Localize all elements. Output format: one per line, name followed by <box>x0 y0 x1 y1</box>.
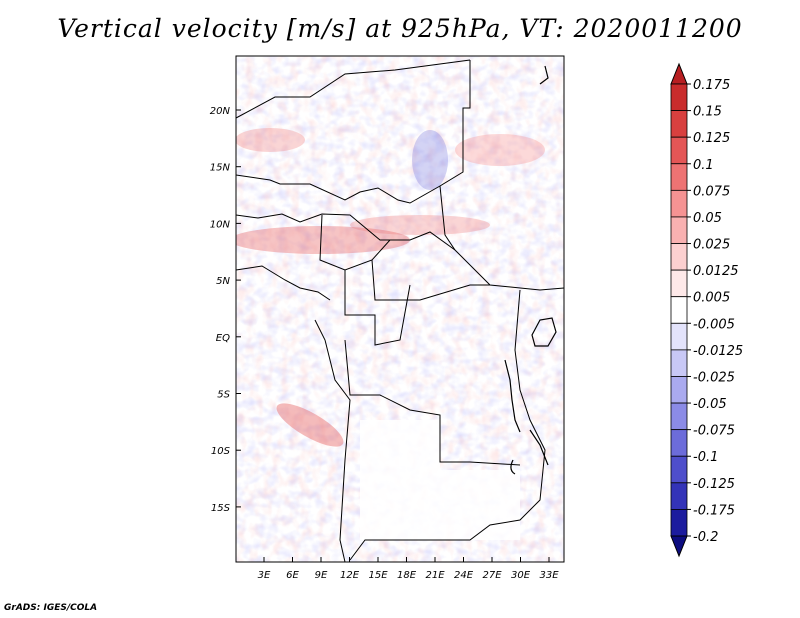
latitude-axis: 20N 15N 10N 5N EQ 5S 10S 15S <box>210 106 241 514</box>
colorbar-label: 0.005 <box>693 291 730 306</box>
colorbar-swatch <box>670 189 688 218</box>
longitude-axis: 3E 6E 9E 12E 15E 18E 21E 24E 27E 30E 33E <box>258 557 559 581</box>
colorbar-label: -0.05 <box>693 397 727 412</box>
colorbar-label: 0.15 <box>693 105 722 120</box>
colorbar-label: 0.0125 <box>693 264 739 279</box>
lat-tick-label: 15S <box>211 503 231 514</box>
colorbar-label: -0.125 <box>693 477 735 492</box>
colorbar-swatch <box>670 376 688 404</box>
lon-tick-label: 18E <box>397 570 417 581</box>
colorbar-label: 0.1 <box>693 158 714 173</box>
colorbar-label: 0.175 <box>693 78 730 93</box>
lon-tick-label: 15E <box>368 570 388 581</box>
lon-tick-label: 30E <box>511 570 531 581</box>
lat-tick-label: 10S <box>211 446 231 457</box>
map-frame <box>235 55 565 563</box>
colorbar-label: -0.025 <box>693 370 735 385</box>
lon-tick-label: 21E <box>425 570 445 581</box>
colorbar-swatch <box>670 110 688 138</box>
colorbar-arrow-top <box>670 62 688 85</box>
colorbar-swatch <box>670 216 688 244</box>
colorbar-label: 0.125 <box>693 131 730 146</box>
colorbar-swatch <box>670 296 688 324</box>
colorbar-label: -0.175 <box>693 503 735 518</box>
colorbar-swatch <box>670 349 688 377</box>
colorbar-swatch <box>670 482 688 510</box>
lon-tick-label: 12E <box>340 570 360 581</box>
lat-tick-label: 15N <box>210 163 231 174</box>
software-credit: GrADS: IGES/COLA <box>4 603 98 613</box>
colorbar-swatch <box>670 269 688 298</box>
colorbar-swatch <box>670 163 688 191</box>
colorbar-label: 0.025 <box>693 238 730 253</box>
colorbar-swatch <box>670 429 688 457</box>
colorbar: 0.175 0.15 0.125 0.1 0.075 0.05 0.025 0.0125 0.0… <box>670 62 743 558</box>
lon-tick-label: 3E <box>258 570 271 581</box>
colorbar-label: 0.075 <box>693 184 730 199</box>
lat-tick-label: 5N <box>216 276 230 287</box>
vertical-velocity-field <box>236 56 564 562</box>
colorbar-label: -0.005 <box>693 317 735 332</box>
lon-tick-label: 24E <box>454 570 474 581</box>
lat-tick-label: 5S <box>217 390 230 401</box>
lon-tick-label: 33E <box>539 570 559 581</box>
colorbar-swatch <box>670 509 688 537</box>
colorbar-label: 0.05 <box>693 211 722 226</box>
lat-tick-label: 10N <box>210 219 231 230</box>
colorbar-swatch <box>670 243 688 271</box>
colorbar-label: -0.0125 <box>693 344 743 359</box>
lon-tick-label: 9E <box>315 570 328 581</box>
lat-tick-label: EQ <box>216 333 230 344</box>
colorbar-label: -0.1 <box>693 450 718 465</box>
colorbar-arrow-bottom <box>670 535 688 558</box>
colorbar-swatch <box>670 455 688 484</box>
lon-tick-label: 27E <box>482 570 502 581</box>
colorbar-swatch <box>670 322 688 351</box>
lon-tick-label: 6E <box>286 570 299 581</box>
chart-title: Vertical velocity [m/s] at 925hPa, VT: 2… <box>57 14 743 43</box>
colorbar-swatch <box>670 402 688 431</box>
colorbar-label: -0.075 <box>693 424 735 439</box>
lat-tick-label: 20N <box>210 106 231 117</box>
colorbar-label: -0.2 <box>693 530 718 545</box>
colorbar-swatch <box>670 83 688 111</box>
colorbar-swatch <box>670 136 688 165</box>
